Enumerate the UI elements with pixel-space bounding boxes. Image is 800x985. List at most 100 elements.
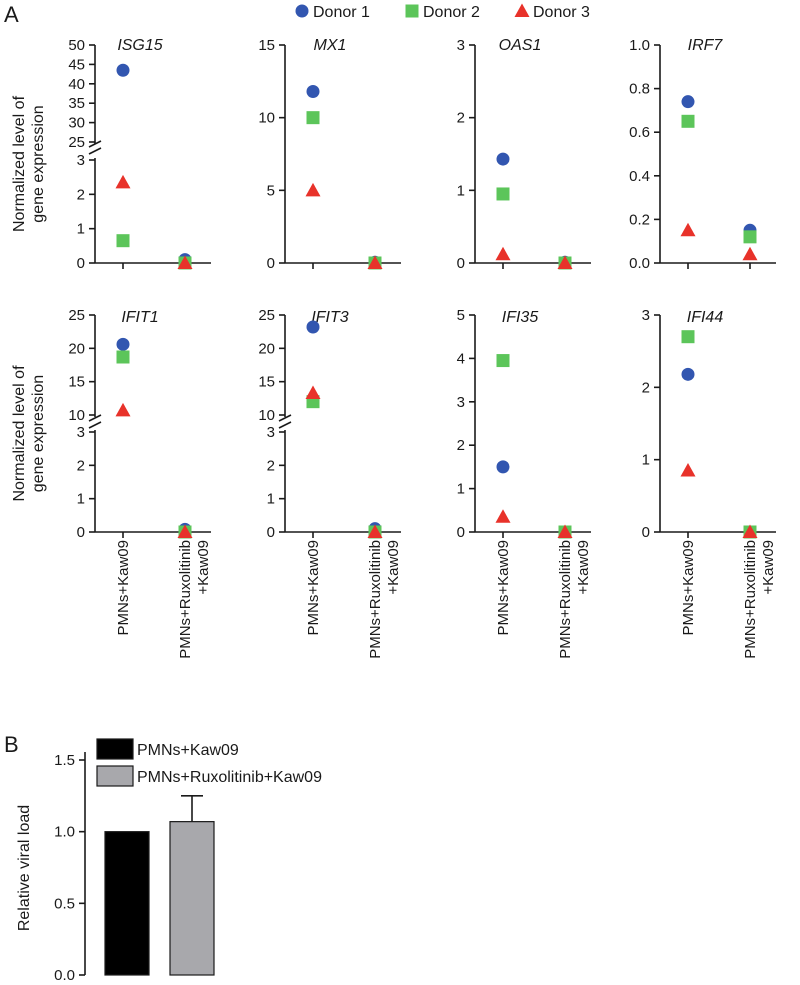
data-point-isg15-donor1-kaw09 <box>116 63 130 77</box>
y-tick-label-ifit3: 15 <box>258 374 275 391</box>
bar-y-axis-label: Relative viral load <box>16 805 33 931</box>
y-tick-label-ifit1: 3 <box>77 424 85 441</box>
y-tick-label-ifit1: 15 <box>68 374 85 391</box>
data-point-ifit3-donor3-ruxolitinib <box>367 524 383 538</box>
data-point-ifit1-donor3-ruxolitinib <box>177 524 193 538</box>
x-category-label-line: PMNs+Kaw09 <box>495 540 512 635</box>
y-tick-label-irf7: 0.2 <box>629 211 650 228</box>
bar-legend-label-2: PMNs+Ruxolitinib+Kaw09 <box>137 769 322 786</box>
y-tick-label-irf7: 1.0 <box>629 37 650 54</box>
data-point-irf7-donor3-kaw09 <box>680 222 696 237</box>
x-category-label-line: PMNs+Kaw09 <box>115 540 132 635</box>
y-tick-label-isg15: 40 <box>68 76 85 93</box>
x-category-label-line: PMNs+Ruxolitinib <box>177 540 194 659</box>
x-category-label-line: +Kaw09 <box>385 540 402 595</box>
y-tick-label-isg15: 35 <box>68 95 85 112</box>
y-tick-label-ifi35: 3 <box>457 394 465 411</box>
y-tick-label-ifi35: 1 <box>457 481 465 498</box>
y-tick-label-ifit3: 2 <box>267 457 275 474</box>
x-category-label-line: PMNs+Ruxolitinib <box>367 540 384 659</box>
axis-break-mark-isg15 <box>88 140 102 148</box>
y-tick-label-isg15: 3 <box>77 152 85 169</box>
y-tick-label-ifit3: 25 <box>258 307 275 324</box>
data-point-mx1-donor3-ruxolitinib <box>367 255 383 269</box>
data-point-ifi35-donor2-kaw09 <box>496 354 510 368</box>
x-category-label-line: PMNs+Kaw09 <box>680 540 697 635</box>
bar-1 <box>104 831 150 976</box>
data-point-irf7-donor2-kaw09 <box>681 114 695 128</box>
data-point-ifi35-donor1-kaw09 <box>496 460 510 474</box>
data-point-irf7-donor1-kaw09 <box>681 95 695 109</box>
data-point-ifit1-donor3-kaw09 <box>115 402 131 417</box>
y-tick-label-isg15: 45 <box>68 56 85 73</box>
y-tick-label-mx1: 0 <box>267 255 275 272</box>
data-point-ifit1-donor2-kaw09 <box>116 350 130 364</box>
axis-break-mark-ifit3 <box>278 414 292 422</box>
data-point-oas1-donor3-ruxolitinib <box>557 255 573 269</box>
x-category-label-line: PMNs+Kaw09 <box>305 540 322 635</box>
y-tick-label-ifit1: 2 <box>77 457 85 474</box>
bar-legend-swatch-2 <box>96 765 134 787</box>
y-tick-label-oas1: 2 <box>457 110 465 127</box>
x-category-label-ifi35-1: PMNs+Kaw09 <box>495 540 512 635</box>
panel-label-a: A <box>4 2 19 27</box>
chart-title-ifit1: IFIT1 <box>121 309 158 326</box>
y-tick-label-isg15: 2 <box>77 186 85 203</box>
y-tick-label-isg15: 1 <box>77 221 85 238</box>
axis-break-mark-ifit3 <box>278 421 292 429</box>
x-category-label-line: PMNs+Ruxolitinib <box>742 540 759 659</box>
y-tick-label-mx1: 5 <box>267 182 275 199</box>
bar-legend-swatch-1 <box>96 738 134 760</box>
y-tick-label-mx1: 15 <box>258 37 275 54</box>
chart-title-oas1: OAS1 <box>499 37 542 54</box>
y-axis-label-line: gene expression <box>30 375 47 492</box>
y-tick-label-ifit1: 1 <box>77 491 85 508</box>
y-tick-label-ifi35: 5 <box>457 307 465 324</box>
axis-break-mark-ifit1 <box>88 421 102 429</box>
y-tick-label-irf7: 0.0 <box>629 255 650 272</box>
y-axis-label-isg15: Normalized level of gene expression <box>11 95 47 232</box>
data-point-ifit3-donor1-kaw09 <box>306 320 320 334</box>
x-category-label-ifit3-1: PMNs+Kaw09 <box>305 540 322 635</box>
data-point-ifi44-donor1-kaw09 <box>681 367 695 381</box>
panel-label-b: B <box>4 732 19 757</box>
y-tick-label-irf7: 0.8 <box>629 81 650 98</box>
legend-marker-donor3 <box>514 3 530 17</box>
bar-legend-label-1: PMNs+Kaw09 <box>137 742 239 759</box>
y-tick-label-oas1: 1 <box>457 182 465 199</box>
chart-title-mx1: MX1 <box>314 37 347 54</box>
chart-title-ifi35: IFI35 <box>502 309 539 326</box>
chart-title-isg15: ISG15 <box>117 37 162 54</box>
axis-break-mark-isg15 <box>88 147 102 155</box>
data-point-mx1-donor3-kaw09 <box>305 182 321 197</box>
data-point-isg15-donor2-kaw09 <box>116 234 130 248</box>
y-tick-label-ifit3: 0 <box>267 524 275 541</box>
y-tick-label-ifit1: 20 <box>68 340 85 357</box>
x-category-label-line: PMNs+Ruxolitinib <box>557 540 574 659</box>
y-tick-label-ifi44: 2 <box>642 379 650 396</box>
y-tick-label-ifit3: 1 <box>267 491 275 508</box>
data-point-ifi44-donor3-ruxolitinib <box>742 524 758 538</box>
bar-y-tick-label: 1.0 <box>54 824 75 841</box>
data-point-irf7-donor3-ruxolitinib <box>742 246 758 261</box>
y-tick-label-ifi44: 3 <box>642 307 650 324</box>
y-tick-label-oas1: 0 <box>457 255 465 272</box>
y-tick-label-isg15: 0 <box>77 255 85 272</box>
y-tick-label-ifi35: 0 <box>457 524 465 541</box>
x-category-label-ifi44-2: PMNs+Ruxolitinib+Kaw09 <box>742 540 777 659</box>
y-tick-label-ifit1: 25 <box>68 307 85 324</box>
y-tick-label-mx1: 10 <box>258 110 275 127</box>
y-tick-label-ifit3: 10 <box>258 407 275 424</box>
y-tick-label-irf7: 0.4 <box>629 168 650 185</box>
data-point-mx1-donor1-kaw09 <box>306 85 320 99</box>
y-tick-label-ifi35: 2 <box>457 437 465 454</box>
y-tick-label-isg15: 25 <box>68 134 85 151</box>
y-tick-label-isg15: 50 <box>68 37 85 54</box>
y-tick-label-irf7: 0.6 <box>629 124 650 141</box>
data-point-isg15-donor3-ruxolitinib <box>177 255 193 269</box>
y-tick-label-ifi35: 4 <box>457 350 465 367</box>
y-tick-label-ifit3: 20 <box>258 340 275 357</box>
bar-2 <box>169 821 215 976</box>
data-point-ifi44-donor3-kaw09 <box>680 463 696 477</box>
